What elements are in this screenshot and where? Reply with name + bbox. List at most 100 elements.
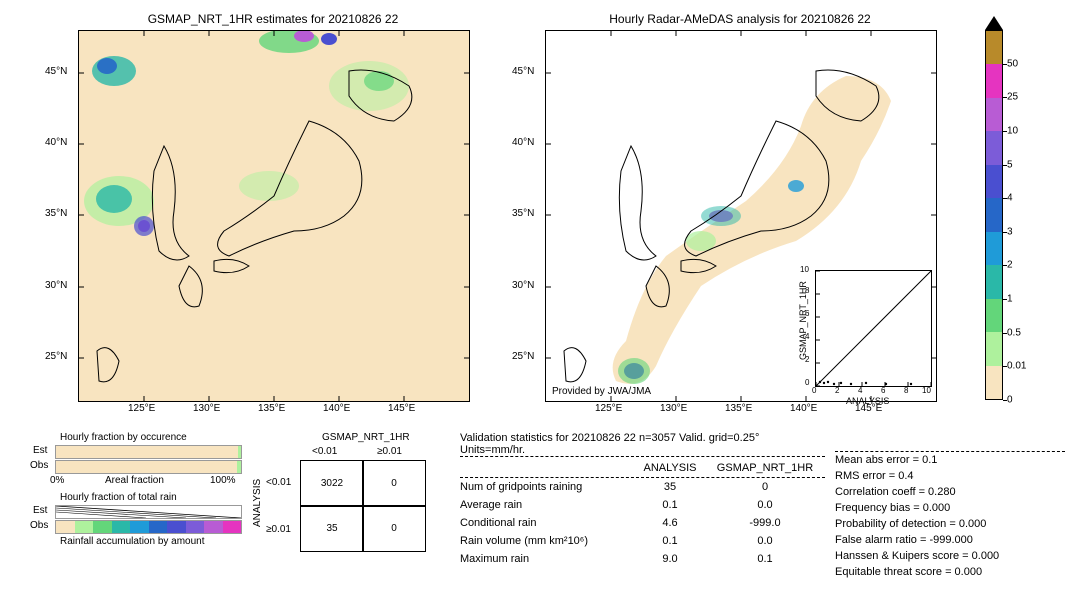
colorbar-segment bbox=[986, 299, 1002, 332]
colorbar-tick: 2 bbox=[1007, 260, 1013, 271]
left-map-bg bbox=[79, 31, 469, 401]
xtick: 125°E bbox=[595, 403, 622, 414]
inset-tick: 0 bbox=[805, 378, 809, 387]
ytick: 30°N bbox=[512, 280, 534, 291]
score-row: False alarm ratio = -999.000 bbox=[835, 532, 1065, 548]
ytick: 35°N bbox=[512, 208, 534, 219]
colorbar-tick: 0 bbox=[1007, 395, 1013, 406]
frac-obs-bar bbox=[55, 460, 242, 474]
val-b: 0.0 bbox=[710, 499, 820, 511]
ytick: 30°N bbox=[45, 280, 67, 291]
validation-row: Conditional rain4.6-999.0 bbox=[460, 514, 825, 532]
inset-tick: 10 bbox=[922, 386, 931, 395]
right-map-title: Hourly Radar-AMeDAS analysis for 2021082… bbox=[545, 12, 935, 26]
colorbar-segment bbox=[986, 31, 1002, 64]
val-a: 0.1 bbox=[630, 499, 710, 511]
colorbar-tick: 10 bbox=[1007, 125, 1018, 136]
frac-xaxis-1: Areal fraction bbox=[105, 475, 164, 486]
colorbar-tick: 25 bbox=[1007, 92, 1018, 103]
inset-xlabel: ANALYSIS bbox=[846, 396, 889, 406]
val-colhead-0: ANALYSIS bbox=[630, 462, 710, 474]
frac-est-label: Est bbox=[33, 445, 47, 456]
xtick: 130°E bbox=[660, 403, 687, 414]
xtick: 130°E bbox=[193, 403, 220, 414]
colorbar-segment bbox=[986, 332, 1002, 365]
xtick: 140°E bbox=[323, 403, 350, 414]
colorbar-segment bbox=[986, 366, 1002, 399]
inset-scatter bbox=[815, 270, 932, 387]
inset-tick: 4 bbox=[805, 332, 809, 341]
right-map-footer: Provided by JWA/JMA bbox=[552, 386, 651, 397]
xtick: 135°E bbox=[258, 403, 285, 414]
cont-cell-00: 3022 bbox=[300, 460, 364, 507]
ytick: 45°N bbox=[45, 66, 67, 77]
val-a: 4.6 bbox=[630, 517, 710, 529]
xtick: 135°E bbox=[725, 403, 752, 414]
ytick: 45°N bbox=[512, 66, 534, 77]
inset-tick: 2 bbox=[805, 355, 809, 364]
frac-xaxis-2: 100% bbox=[210, 475, 236, 486]
val-label: Average rain bbox=[460, 499, 630, 511]
colorbar-segment bbox=[986, 64, 1002, 97]
colorbar-tick: 50 bbox=[1007, 58, 1018, 69]
ytick: 40°N bbox=[512, 137, 534, 148]
ytick: 40°N bbox=[45, 137, 67, 148]
colorbar-tick: 5 bbox=[1007, 159, 1013, 170]
cont-ylabel: ANALYSIS bbox=[252, 479, 263, 527]
inset-tick: 6 bbox=[805, 309, 809, 318]
ytick: 25°N bbox=[512, 351, 534, 362]
fraction-occ-title: Hourly fraction by occurence bbox=[60, 432, 187, 443]
frac-est-label2: Est bbox=[33, 505, 47, 516]
inset-tick: 4 bbox=[858, 386, 862, 395]
validation-row: Average rain0.10.0 bbox=[460, 496, 825, 514]
fraction-tot-title: Hourly fraction of total rain bbox=[60, 492, 177, 503]
cont-title: GSMAP_NRT_1HR bbox=[322, 432, 410, 443]
frac-est-bar bbox=[55, 445, 242, 459]
inset-tick: 8 bbox=[805, 286, 809, 295]
validation-row: Maximum rain9.00.1 bbox=[460, 550, 825, 568]
colorbar-tick: 0.01 bbox=[1007, 361, 1026, 372]
frac-est-rainbow bbox=[55, 505, 242, 519]
score-row: Correlation coeff = 0.280 bbox=[835, 484, 1065, 500]
inset-tick: 6 bbox=[881, 386, 885, 395]
xtick: 145°E bbox=[388, 403, 415, 414]
val-a: 35 bbox=[630, 481, 710, 493]
val-label: Rain volume (mm km²10⁶) bbox=[460, 535, 630, 547]
colorbar-segment bbox=[986, 165, 1002, 198]
val-colhead-1: GSMAP_NRT_1HR bbox=[710, 462, 820, 474]
val-b: 0.0 bbox=[710, 535, 820, 547]
val-a: 9.0 bbox=[630, 553, 710, 565]
inset-tick: 2 bbox=[835, 386, 839, 395]
val-b: 0.1 bbox=[710, 553, 820, 565]
ytick: 25°N bbox=[45, 351, 67, 362]
val-label: Num of gridpoints raining bbox=[460, 481, 630, 493]
left-map-title: GSMAP_NRT_1HR estimates for 20210826 22 bbox=[78, 12, 468, 26]
left-map-svg bbox=[79, 31, 469, 401]
colorbar-segment bbox=[986, 198, 1002, 231]
score-stats: Mean abs error = 0.1RMS error = 0.4Corre… bbox=[835, 450, 1065, 580]
inset-tick: 0 bbox=[812, 386, 816, 395]
cont-cell-10: 35 bbox=[300, 505, 364, 552]
val-b: 0 bbox=[710, 481, 820, 493]
ytick: 35°N bbox=[45, 208, 67, 219]
colorbar-tick: 3 bbox=[1007, 226, 1013, 237]
cont-row0: <0.01 bbox=[266, 477, 291, 488]
colorbar-tick: 1 bbox=[1007, 294, 1013, 305]
cont-cell-01: 0 bbox=[362, 460, 426, 507]
frac-obs-label2: Obs bbox=[30, 520, 48, 531]
frac-obs-rainbow bbox=[55, 520, 242, 534]
fraction-acc-title: Rainfall accumulation by amount bbox=[60, 536, 205, 547]
cont-cell-11: 0 bbox=[362, 505, 426, 552]
val-b: -999.0 bbox=[710, 517, 820, 529]
score-row: Frequency bias = 0.000 bbox=[835, 500, 1065, 516]
inset-tick: 10 bbox=[800, 265, 809, 274]
validation-row: Num of gridpoints raining350 bbox=[460, 478, 825, 496]
cont-row1: ≥0.01 bbox=[266, 524, 291, 535]
val-label: Maximum rain bbox=[460, 553, 630, 565]
val-label: Conditional rain bbox=[460, 517, 630, 529]
colorbar-segment bbox=[986, 98, 1002, 131]
colorbar-segment bbox=[986, 265, 1002, 298]
score-row: Hanssen & Kuipers score = 0.000 bbox=[835, 548, 1065, 564]
validation-stats: Validation statistics for 20210826 22 n=… bbox=[460, 432, 825, 568]
colorbar-segment bbox=[986, 232, 1002, 265]
